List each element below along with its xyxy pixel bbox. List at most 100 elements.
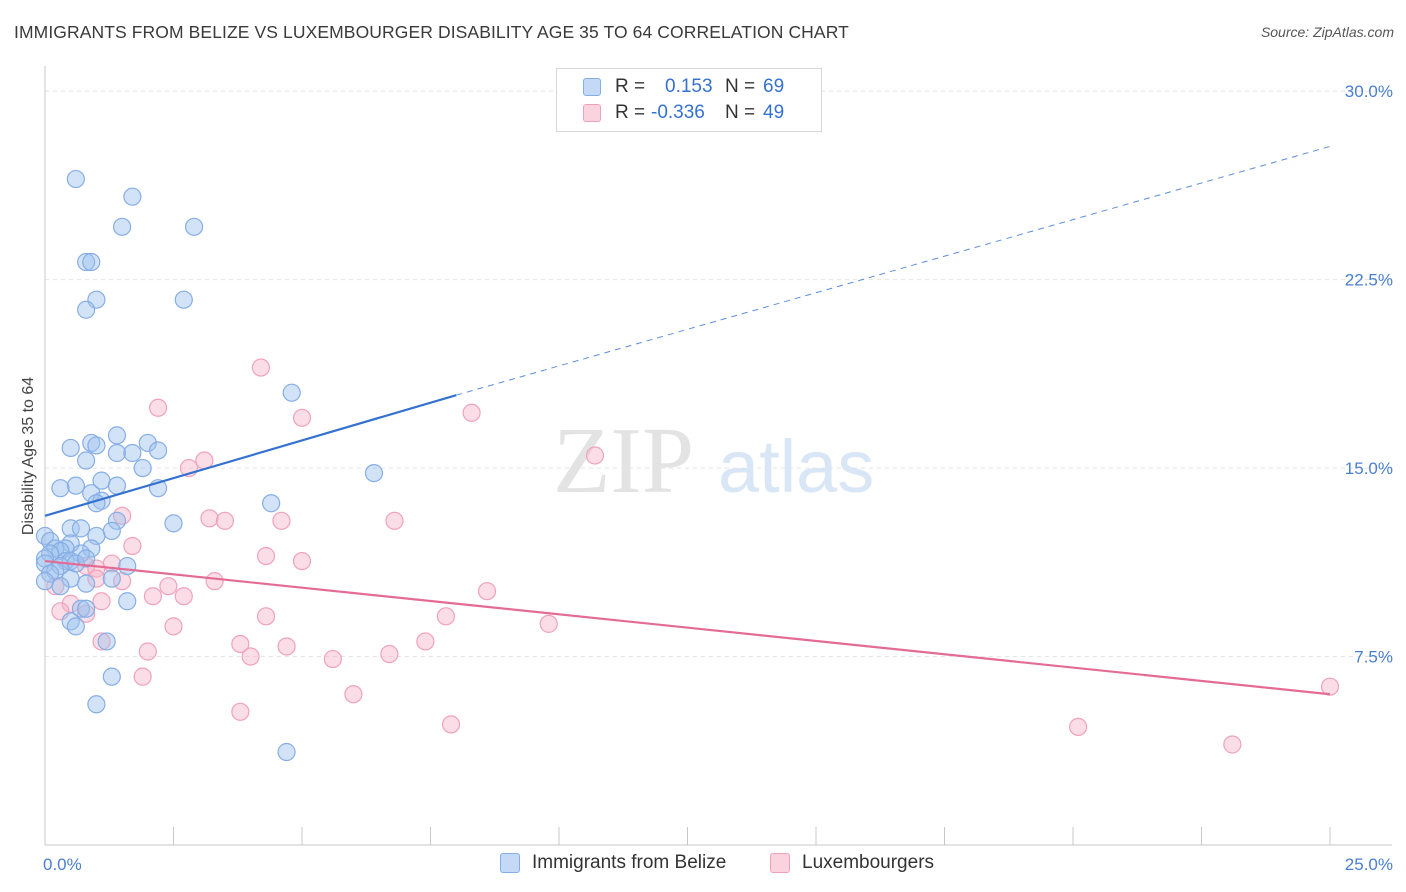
luxembourger-point — [133, 667, 152, 686]
belize-point — [66, 169, 85, 189]
belize-point — [107, 476, 127, 495]
belize-point — [97, 632, 116, 651]
belize-point — [71, 544, 91, 563]
luxembourger-point — [256, 607, 276, 626]
belize-trend-line — [44, 394, 457, 517]
watermark-atlas: atlas — [718, 425, 874, 508]
correlation-legend: R = 0.153 N = 69 R = -0.336 N = 49 — [556, 68, 822, 132]
luxembourger-point — [231, 634, 250, 654]
belize-point — [148, 441, 168, 460]
luxembourger-points — [46, 358, 1340, 754]
belize-point — [107, 426, 127, 445]
watermark-zip: ZIP — [553, 409, 694, 513]
luxembourger-point — [215, 511, 234, 530]
luxembourger-point — [123, 536, 142, 556]
luxembourger-point — [323, 649, 342, 669]
chart-title: IMMIGRANTS FROM BELIZE VS LUXEMBOURGER D… — [14, 22, 849, 42]
belize-point — [66, 617, 85, 636]
belize-point — [102, 569, 121, 588]
luxembourger-point — [256, 546, 276, 566]
luxembourger-point — [92, 592, 111, 611]
belize-point — [77, 549, 96, 568]
luxembourger-point — [231, 702, 250, 721]
luxembourger-point — [436, 607, 456, 626]
belize-point — [61, 519, 80, 538]
belize-point — [77, 451, 96, 470]
legend-n-value-belize: 69 — [763, 76, 785, 97]
belize-point — [364, 463, 384, 483]
belize-point — [164, 514, 183, 533]
luxembourger-point — [159, 577, 178, 596]
belize-point — [82, 433, 101, 453]
luxembourger-point — [1320, 677, 1340, 696]
belize-point — [71, 599, 91, 618]
luxembourger-point — [1223, 735, 1242, 754]
legend-swatch-belize — [500, 853, 520, 873]
luxembourger-point — [385, 511, 404, 530]
luxembourger-point — [164, 617, 183, 636]
belize-point — [35, 572, 55, 591]
luxembourger-point — [292, 408, 312, 427]
luxembourger-trend-line — [44, 559, 1331, 696]
luxembourger-point — [1069, 717, 1088, 736]
belize-point — [87, 695, 106, 714]
luxembourger-point — [462, 403, 481, 422]
luxembourger-point — [87, 569, 106, 588]
grid-lines — [45, 90, 1392, 658]
legend-row-luxembourgers: R = -0.336 N = 49 — [583, 102, 784, 124]
luxembourger-point — [477, 582, 497, 601]
luxembourger-point — [112, 506, 132, 525]
belize-point — [133, 458, 152, 478]
luxembourger-point — [143, 587, 163, 606]
y-tick-labels: 7.5% 15.0% 22.5% 30.0% — [1345, 82, 1393, 666]
belize-point — [184, 217, 204, 236]
belize-point — [123, 187, 142, 206]
belize-point — [61, 438, 80, 458]
belize-point — [87, 436, 106, 455]
luxembourger-point — [200, 509, 219, 528]
belize-point — [61, 612, 80, 631]
belize-point — [118, 592, 137, 611]
legend-n-label: N = — [725, 76, 756, 97]
belize-point — [107, 511, 127, 530]
luxembourger-point — [174, 587, 193, 606]
legend-swatch-luxembourgers — [583, 104, 601, 122]
y-tick-label: 15.0% — [1345, 459, 1393, 478]
luxembourger-point — [205, 572, 224, 591]
belize-point — [138, 433, 157, 453]
source-label: Source: ZipAtlas.com — [1260, 24, 1394, 40]
belize-point — [282, 383, 301, 402]
x-tick-labels: 0.0% 25.0% — [43, 855, 1393, 874]
y-tick-label: 22.5% — [1345, 271, 1393, 290]
belize-point — [77, 574, 96, 593]
luxembourger-point — [277, 637, 296, 656]
y-axis-label: Disability Age 35 to 64 — [20, 377, 37, 535]
trend-lines — [44, 145, 1331, 696]
legend-item-belize: Immigrants from Belize — [500, 852, 726, 874]
luxembourger-point — [241, 647, 260, 666]
luxembourger-point — [585, 446, 605, 465]
luxembourger-point — [92, 632, 111, 651]
belize-point — [77, 300, 96, 319]
belize-point — [118, 556, 137, 576]
legend-item-luxembourgers: Luxembourgers — [770, 852, 934, 874]
belize-point — [82, 539, 101, 558]
belize-point — [77, 252, 96, 272]
legend-n-value-luxembourgers: 49 — [763, 102, 785, 123]
x-tick-label-start: 0.0% — [43, 855, 82, 874]
luxembourger-point — [292, 551, 312, 571]
axes — [44, 66, 1392, 846]
belize-point — [82, 252, 101, 272]
legend-r-value-belize: 0.153 — [665, 76, 713, 97]
watermark: ZIP atlas — [553, 409, 874, 513]
legend-label-belize: Immigrants from Belize — [532, 852, 727, 873]
belize-point — [112, 217, 132, 236]
legend-swatch-belize — [583, 78, 601, 96]
belize-trend-extension — [456, 145, 1331, 396]
luxembourger-point — [272, 511, 291, 530]
legend-n-label: N = — [725, 102, 756, 123]
belize-point — [66, 476, 85, 495]
luxembourger-point — [441, 715, 461, 734]
belize-point — [71, 519, 91, 538]
